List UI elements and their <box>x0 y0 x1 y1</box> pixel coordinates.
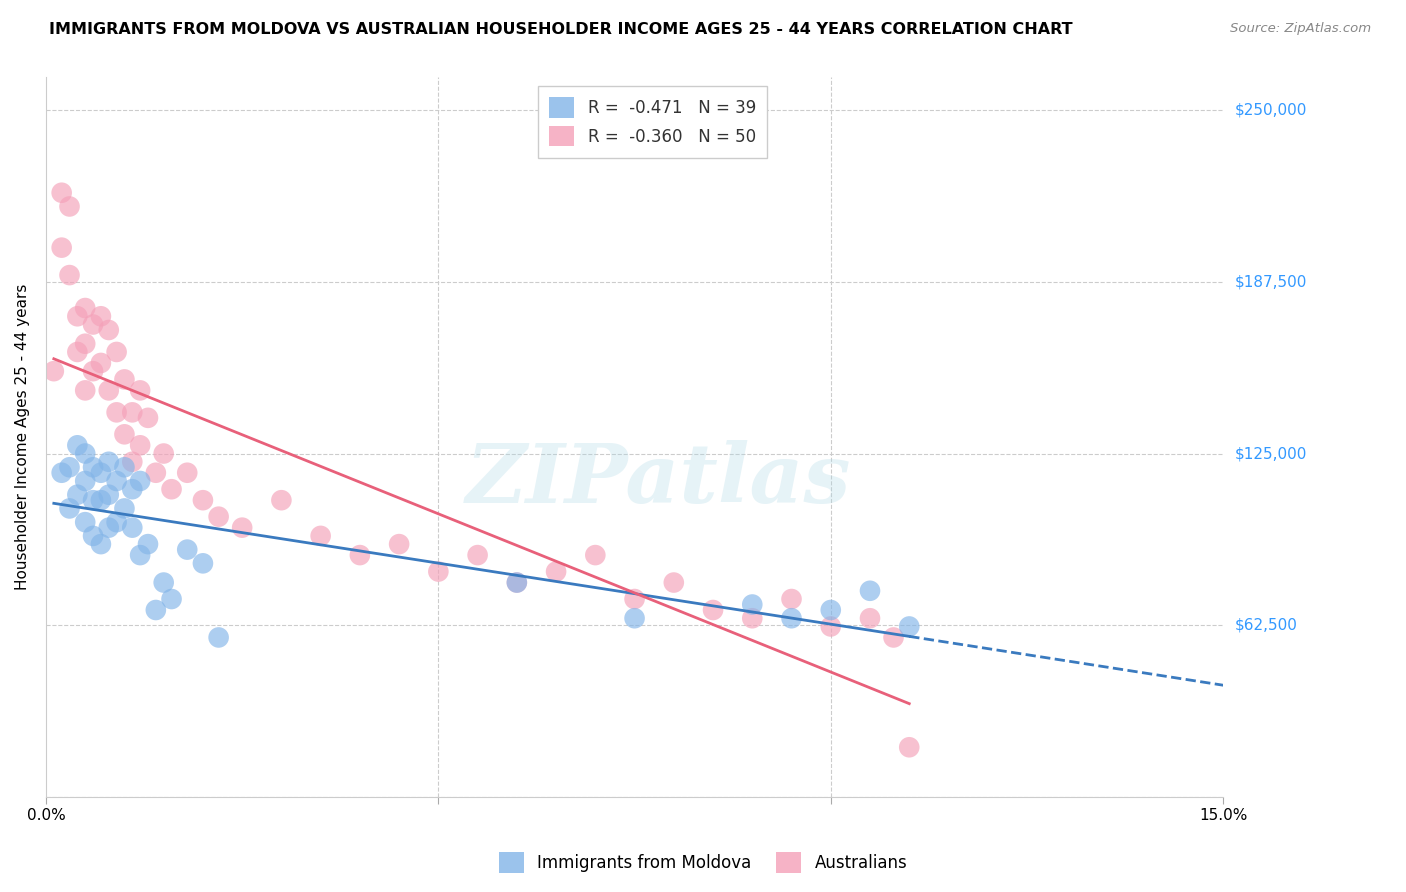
Point <box>820 619 842 633</box>
Point <box>820 603 842 617</box>
Text: $62,500: $62,500 <box>1234 617 1298 632</box>
Point <box>114 460 136 475</box>
Point <box>388 537 411 551</box>
Text: $187,500: $187,500 <box>1234 275 1306 290</box>
Point <box>82 318 104 332</box>
Point <box>129 384 152 398</box>
Point <box>82 529 104 543</box>
Point <box>231 521 253 535</box>
Point <box>97 488 120 502</box>
Point <box>97 455 120 469</box>
Point <box>136 410 159 425</box>
Point <box>152 446 174 460</box>
Text: IMMIGRANTS FROM MOLDOVA VS AUSTRALIAN HOUSEHOLDER INCOME AGES 25 - 44 YEARS CORR: IMMIGRANTS FROM MOLDOVA VS AUSTRALIAN HO… <box>49 22 1073 37</box>
Text: $250,000: $250,000 <box>1234 103 1306 118</box>
Point <box>129 438 152 452</box>
Point <box>75 336 97 351</box>
Point <box>114 427 136 442</box>
Point <box>207 509 229 524</box>
Text: $125,000: $125,000 <box>1234 446 1306 461</box>
Y-axis label: Householder Income Ages 25 - 44 years: Householder Income Ages 25 - 44 years <box>15 284 30 591</box>
Point <box>859 611 882 625</box>
Text: Source: ZipAtlas.com: Source: ZipAtlas.com <box>1230 22 1371 36</box>
Point <box>467 548 489 562</box>
Point <box>270 493 292 508</box>
Point <box>883 631 905 645</box>
Point <box>114 501 136 516</box>
Point <box>51 241 73 255</box>
Point <box>121 521 143 535</box>
Point <box>898 619 921 633</box>
Point <box>51 186 73 200</box>
Point <box>207 631 229 645</box>
Point <box>82 493 104 508</box>
Point <box>191 493 214 508</box>
Point <box>152 575 174 590</box>
Point <box>427 565 450 579</box>
Point <box>121 405 143 419</box>
Text: ZIPatlas: ZIPatlas <box>465 441 851 520</box>
Point <box>129 548 152 562</box>
Point <box>82 364 104 378</box>
Point <box>506 575 529 590</box>
Point <box>97 384 120 398</box>
Point <box>741 598 763 612</box>
Point <box>780 592 803 607</box>
Legend: Immigrants from Moldova, Australians: Immigrants from Moldova, Australians <box>492 846 914 880</box>
Point <box>97 521 120 535</box>
Point <box>105 515 128 529</box>
Point <box>136 537 159 551</box>
Point <box>583 548 606 562</box>
Point <box>121 482 143 496</box>
Point <box>90 466 112 480</box>
Point <box>90 537 112 551</box>
Point <box>75 474 97 488</box>
Point <box>623 592 645 607</box>
Point <box>58 199 80 213</box>
Point <box>129 474 152 488</box>
Point <box>176 466 198 480</box>
Point <box>42 364 65 378</box>
Point <box>90 356 112 370</box>
Point <box>75 446 97 460</box>
Point <box>90 493 112 508</box>
Point <box>160 592 183 607</box>
Point <box>75 301 97 315</box>
Point <box>898 740 921 755</box>
Point <box>66 345 89 359</box>
Point <box>702 603 724 617</box>
Point <box>66 438 89 452</box>
Point <box>859 583 882 598</box>
Point <box>97 323 120 337</box>
Point <box>66 310 89 324</box>
Point <box>51 466 73 480</box>
Point <box>121 455 143 469</box>
Point <box>780 611 803 625</box>
Point <box>191 557 214 571</box>
Point <box>82 460 104 475</box>
Point <box>90 310 112 324</box>
Point <box>75 384 97 398</box>
Point <box>145 603 167 617</box>
Point <box>114 372 136 386</box>
Legend: R =  -0.471   N = 39, R =  -0.360   N = 50: R = -0.471 N = 39, R = -0.360 N = 50 <box>537 86 768 158</box>
Point <box>75 515 97 529</box>
Point <box>176 542 198 557</box>
Point <box>741 611 763 625</box>
Point <box>105 345 128 359</box>
Point <box>309 529 332 543</box>
Point <box>58 268 80 282</box>
Point <box>506 575 529 590</box>
Point <box>58 501 80 516</box>
Point <box>145 466 167 480</box>
Point <box>58 460 80 475</box>
Point <box>546 565 568 579</box>
Point <box>349 548 371 562</box>
Point <box>662 575 685 590</box>
Point <box>623 611 645 625</box>
Point <box>105 474 128 488</box>
Point <box>66 488 89 502</box>
Point <box>160 482 183 496</box>
Point <box>105 405 128 419</box>
